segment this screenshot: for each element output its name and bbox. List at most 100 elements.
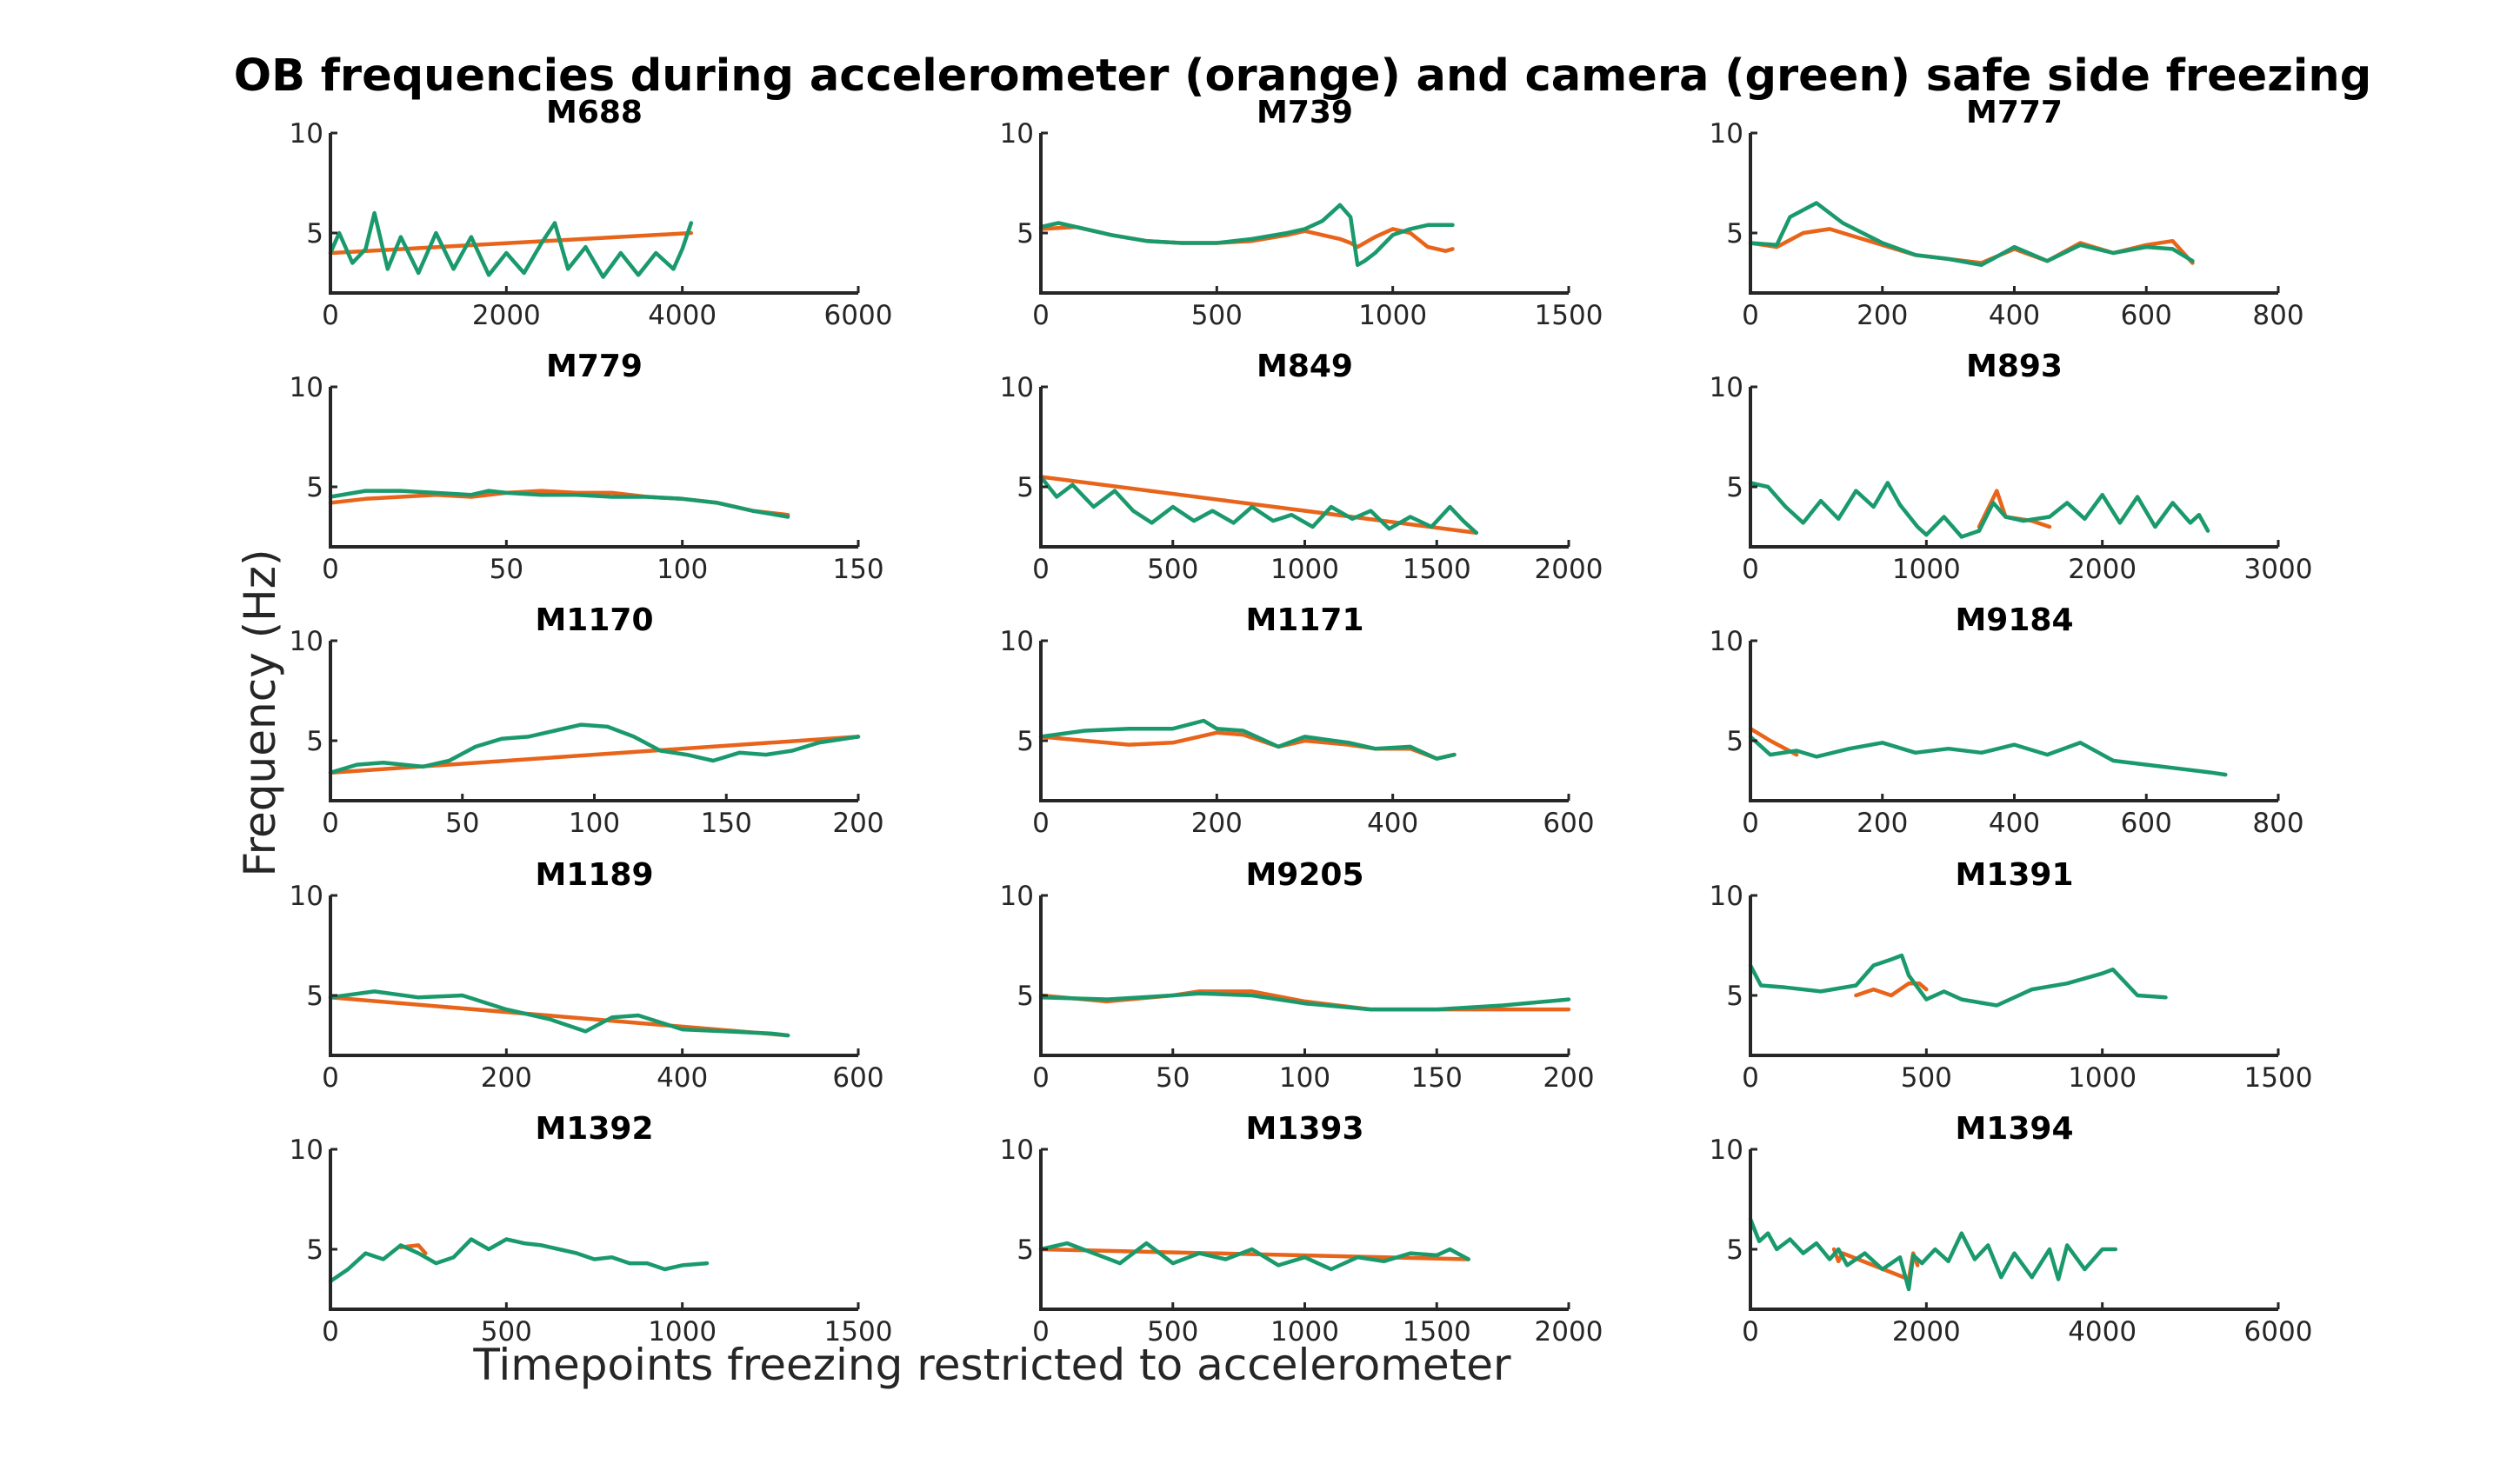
- subplot-title: M1171: [1245, 602, 1363, 638]
- x-tick-label: 150: [701, 808, 752, 839]
- green-series-line: [1038, 475, 1479, 536]
- x-tick-label: 0: [1742, 1062, 1759, 1094]
- x-tick-label: 1000: [1270, 554, 1339, 585]
- green-series-line: [1038, 1241, 1470, 1272]
- y-tick-label: 10: [290, 372, 323, 403]
- x-tick-label: 200: [832, 808, 883, 839]
- x-tick-label: 800: [2252, 808, 2303, 839]
- x-tick-label: 0: [1742, 1316, 1759, 1348]
- y-tick-label: 5: [1017, 218, 1034, 250]
- x-tick-label: 1000: [1892, 554, 1961, 585]
- green-series-line: [1038, 718, 1457, 761]
- green-series-line: [1038, 203, 1455, 268]
- subplot-title: M1391: [1955, 857, 2073, 893]
- x-tick-label: 600: [1543, 808, 1594, 839]
- orange-series-line: [1038, 475, 1479, 536]
- green-series-line: [1748, 953, 2168, 1008]
- x-tick-label: 2000: [1892, 1316, 1961, 1348]
- green-series-line: [1038, 991, 1571, 1012]
- x-tick-label: 4000: [2068, 1316, 2137, 1348]
- subplot-m1393: M1393 5 10 0 500 1000 1500 2000: [1000, 1111, 1603, 1348]
- x-tick-label: 2000: [472, 300, 541, 331]
- subplot-title: M9184: [1955, 602, 2073, 638]
- x-tick-label: 1500: [2244, 1062, 2313, 1094]
- y-tick-label: 10: [1710, 372, 1743, 403]
- x-tick-label: 0: [322, 1316, 339, 1348]
- subplot-m1394: M1394 5 10 0 2000 4000 6000: [1710, 1111, 2313, 1348]
- x-tick-label: 500: [1147, 554, 1198, 585]
- green-series-line: [328, 989, 790, 1038]
- subplot-m849: M849 5 10 0 500 1000 1500 2000: [1000, 349, 1603, 585]
- x-tick-label: 0: [322, 554, 339, 585]
- green-series-line: [1748, 481, 2210, 539]
- y-tick-label: 10: [1710, 626, 1743, 657]
- y-tick-label: 10: [290, 881, 323, 912]
- x-tick-label: 500: [1147, 1316, 1198, 1348]
- y-tick-label: 5: [1726, 218, 1743, 250]
- x-tick-label: 600: [832, 1062, 883, 1094]
- x-tick-label: 500: [481, 1316, 532, 1348]
- y-tick-label: 10: [1710, 881, 1743, 912]
- orange-series-line: [328, 230, 694, 256]
- subplot-m9184: M9184 5 10 0 200 400 600 800: [1710, 602, 2304, 839]
- y-tick-label: 10: [290, 626, 323, 657]
- x-tick-label: 0: [1742, 554, 1759, 585]
- x-tick-label: 200: [481, 1062, 532, 1094]
- subplot-title: M1189: [535, 857, 653, 893]
- y-tick-label: 5: [306, 981, 323, 1012]
- x-tick-label: 600: [2121, 808, 2172, 839]
- x-tick-label: 200: [1857, 808, 1908, 839]
- x-tick-label: 150: [1411, 1062, 1463, 1094]
- x-tick-label: 0: [1032, 1062, 1050, 1094]
- x-tick-label: 200: [1191, 808, 1243, 839]
- x-tick-label: 3000: [2244, 554, 2313, 585]
- x-tick-label: 50: [1156, 1062, 1190, 1094]
- subplot-m688: M688 5 10 0 2000 4000 6000: [290, 95, 893, 331]
- y-tick-label: 5: [1017, 981, 1034, 1012]
- x-tick-label: 1500: [1535, 300, 1603, 331]
- figure-title: OB frequencies during accelerometer (ora…: [234, 50, 2371, 102]
- y-tick-label: 10: [1000, 1135, 1034, 1166]
- subplot-title: M777: [1966, 95, 2063, 130]
- subplot-title: M1394: [1955, 1111, 2073, 1147]
- subplot-m1391: M1391 5 10 0 500 1000 1500: [1710, 857, 2313, 1094]
- x-tick-label: 6000: [2244, 1316, 2313, 1348]
- x-axis-label: Timepoints freezing restricted to accele…: [472, 1340, 1511, 1390]
- x-tick-label: 0: [1032, 300, 1050, 331]
- y-tick-label: 5: [1017, 1234, 1034, 1266]
- subplot-title: M9205: [1245, 857, 1363, 893]
- y-tick-label: 5: [1017, 726, 1034, 757]
- x-tick-label: 0: [322, 808, 339, 839]
- y-tick-label: 5: [1726, 472, 1743, 503]
- x-tick-label: 0: [1742, 300, 1759, 331]
- x-tick-label: 1000: [1270, 1316, 1339, 1348]
- subplot-m893: M893 5 10 0 1000 2000 3000: [1710, 349, 2313, 585]
- y-tick-label: 5: [1726, 1234, 1743, 1266]
- orange-series-line: [1854, 981, 1929, 998]
- x-tick-label: 0: [322, 1062, 339, 1094]
- x-tick-label: 6000: [824, 300, 893, 331]
- y-tick-label: 10: [1000, 881, 1034, 912]
- x-tick-label: 400: [657, 1062, 708, 1094]
- x-tick-label: 1500: [824, 1316, 893, 1348]
- x-tick-label: 50: [445, 808, 479, 839]
- y-tick-label: 5: [306, 726, 323, 757]
- x-tick-label: 1000: [2068, 1062, 2137, 1094]
- subplot-title: M739: [1257, 95, 1353, 130]
- x-tick-label: 400: [1367, 808, 1418, 839]
- subplot-title: M1393: [1245, 1111, 1363, 1147]
- x-tick-label: 0: [1032, 1316, 1050, 1348]
- subplot-title: M688: [546, 95, 643, 130]
- y-tick-label: 5: [1017, 472, 1034, 503]
- y-tick-label: 10: [290, 1135, 323, 1166]
- x-tick-label: 0: [1032, 554, 1050, 585]
- x-tick-label: 500: [1901, 1062, 1952, 1094]
- y-tick-label: 5: [1726, 981, 1743, 1012]
- subplot-title: M849: [1257, 349, 1353, 384]
- y-tick-label: 5: [1726, 726, 1743, 757]
- y-tick-label: 10: [1000, 626, 1034, 657]
- x-tick-label: 100: [569, 808, 620, 839]
